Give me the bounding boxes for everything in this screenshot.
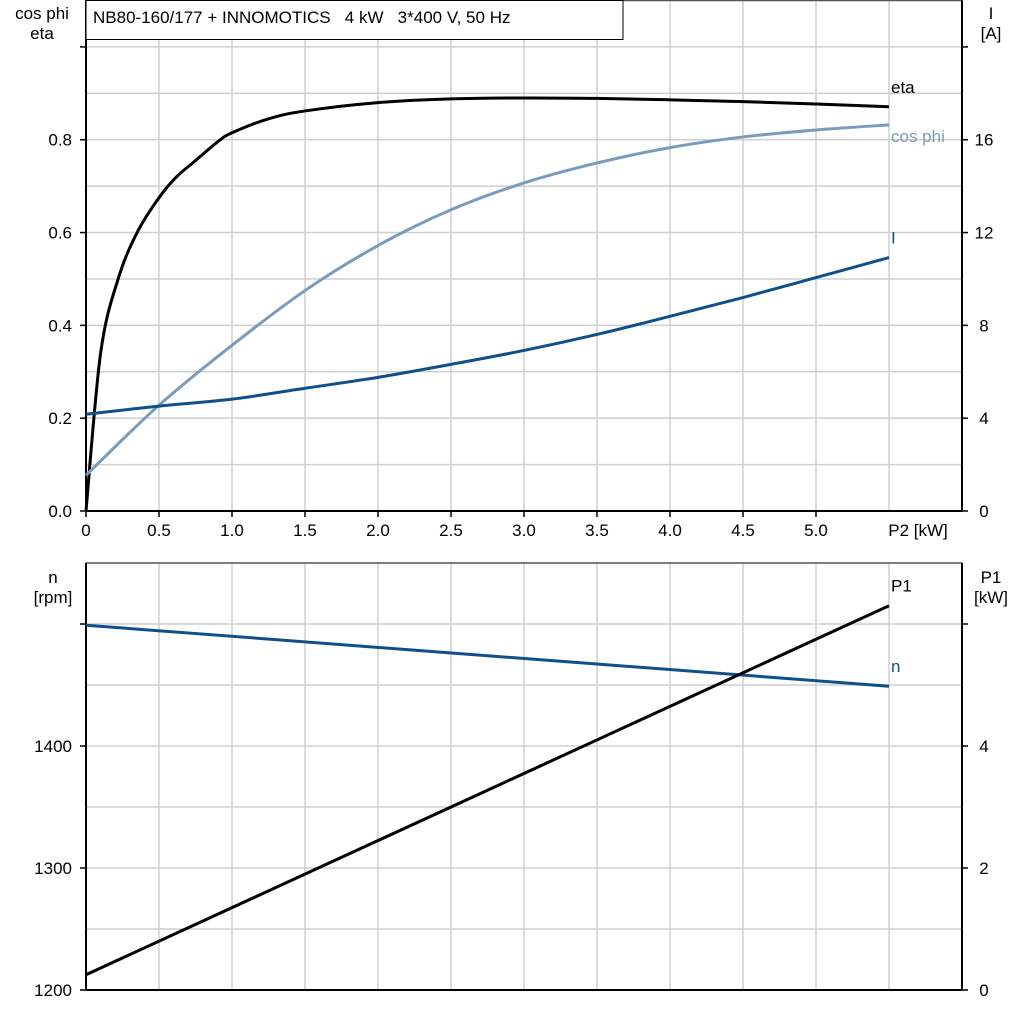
x-tick-label: 2.5 xyxy=(439,521,463,540)
top-left-axis-label: cos phi xyxy=(15,4,69,23)
series-n-line xyxy=(85,623,890,688)
series-cos-phi-line xyxy=(84,123,890,477)
x-tick-label: 2.0 xyxy=(366,521,390,540)
bottom-left-tick-label: 1300 xyxy=(34,859,72,878)
top-left-tick-label: 0.4 xyxy=(48,316,72,335)
top-left-tick-label: 0.0 xyxy=(48,502,72,521)
top-right-axis-label: [A] xyxy=(981,24,1002,43)
bottom-left-axis-label: [rpm] xyxy=(34,588,73,607)
series-p1-line xyxy=(85,604,890,977)
bottom-left-axis-label: n xyxy=(48,568,57,587)
series-i-label: I xyxy=(891,229,896,248)
top-left-tick-label: 0.6 xyxy=(48,224,72,243)
series-p1-label: P1 xyxy=(891,577,912,596)
x-axis-label: P2 [kW] xyxy=(888,521,948,540)
top-right-tick-label: 4 xyxy=(979,409,988,428)
x-tick-label: 3.0 xyxy=(512,521,536,540)
x-tick-label: 0.5 xyxy=(147,521,171,540)
top-right-tick-label: 8 xyxy=(979,316,988,335)
series-eta-label: eta xyxy=(891,78,915,97)
chart-title: NB80-160/177 + INNOMOTICS 4 kW 3*400 V, … xyxy=(93,8,510,27)
top-right-tick-label: 12 xyxy=(975,224,994,243)
top-right-tick-label: 16 xyxy=(975,131,994,150)
bottom-right-tick-label: 2 xyxy=(979,859,988,878)
x-tick-label: 5.0 xyxy=(804,521,828,540)
x-tick-label: 0 xyxy=(81,521,90,540)
bottom-right-axis-label: P1 xyxy=(981,568,1002,587)
series-cos-phi-label: cos phi xyxy=(891,127,945,146)
bottom-left-tick-label: 1400 xyxy=(34,737,72,756)
bottom-right-tick-label: 4 xyxy=(979,737,988,756)
bottom-left-tick-label: 1200 xyxy=(34,981,72,1000)
x-tick-label: 4.0 xyxy=(658,521,682,540)
top-right-tick-label: 0 xyxy=(979,502,988,521)
top-left-tick-label: 0.2 xyxy=(48,409,72,428)
top-right-axis-label: I xyxy=(989,4,994,23)
series-eta-line xyxy=(84,96,890,512)
title-box xyxy=(85,0,624,40)
top-left-tick-label: 0.8 xyxy=(48,131,72,150)
series-i-line xyxy=(85,256,890,416)
bottom-right-axis-label: [kW] xyxy=(974,588,1008,607)
top-left-axis-label: eta xyxy=(30,24,54,43)
x-tick-label: 1.5 xyxy=(293,521,317,540)
series-n-label: n xyxy=(891,657,900,676)
bottom-right-tick-label: 0 xyxy=(979,981,988,1000)
x-tick-label: 3.5 xyxy=(585,521,609,540)
x-tick-label: 4.5 xyxy=(731,521,755,540)
x-tick-label: 1.0 xyxy=(220,521,244,540)
